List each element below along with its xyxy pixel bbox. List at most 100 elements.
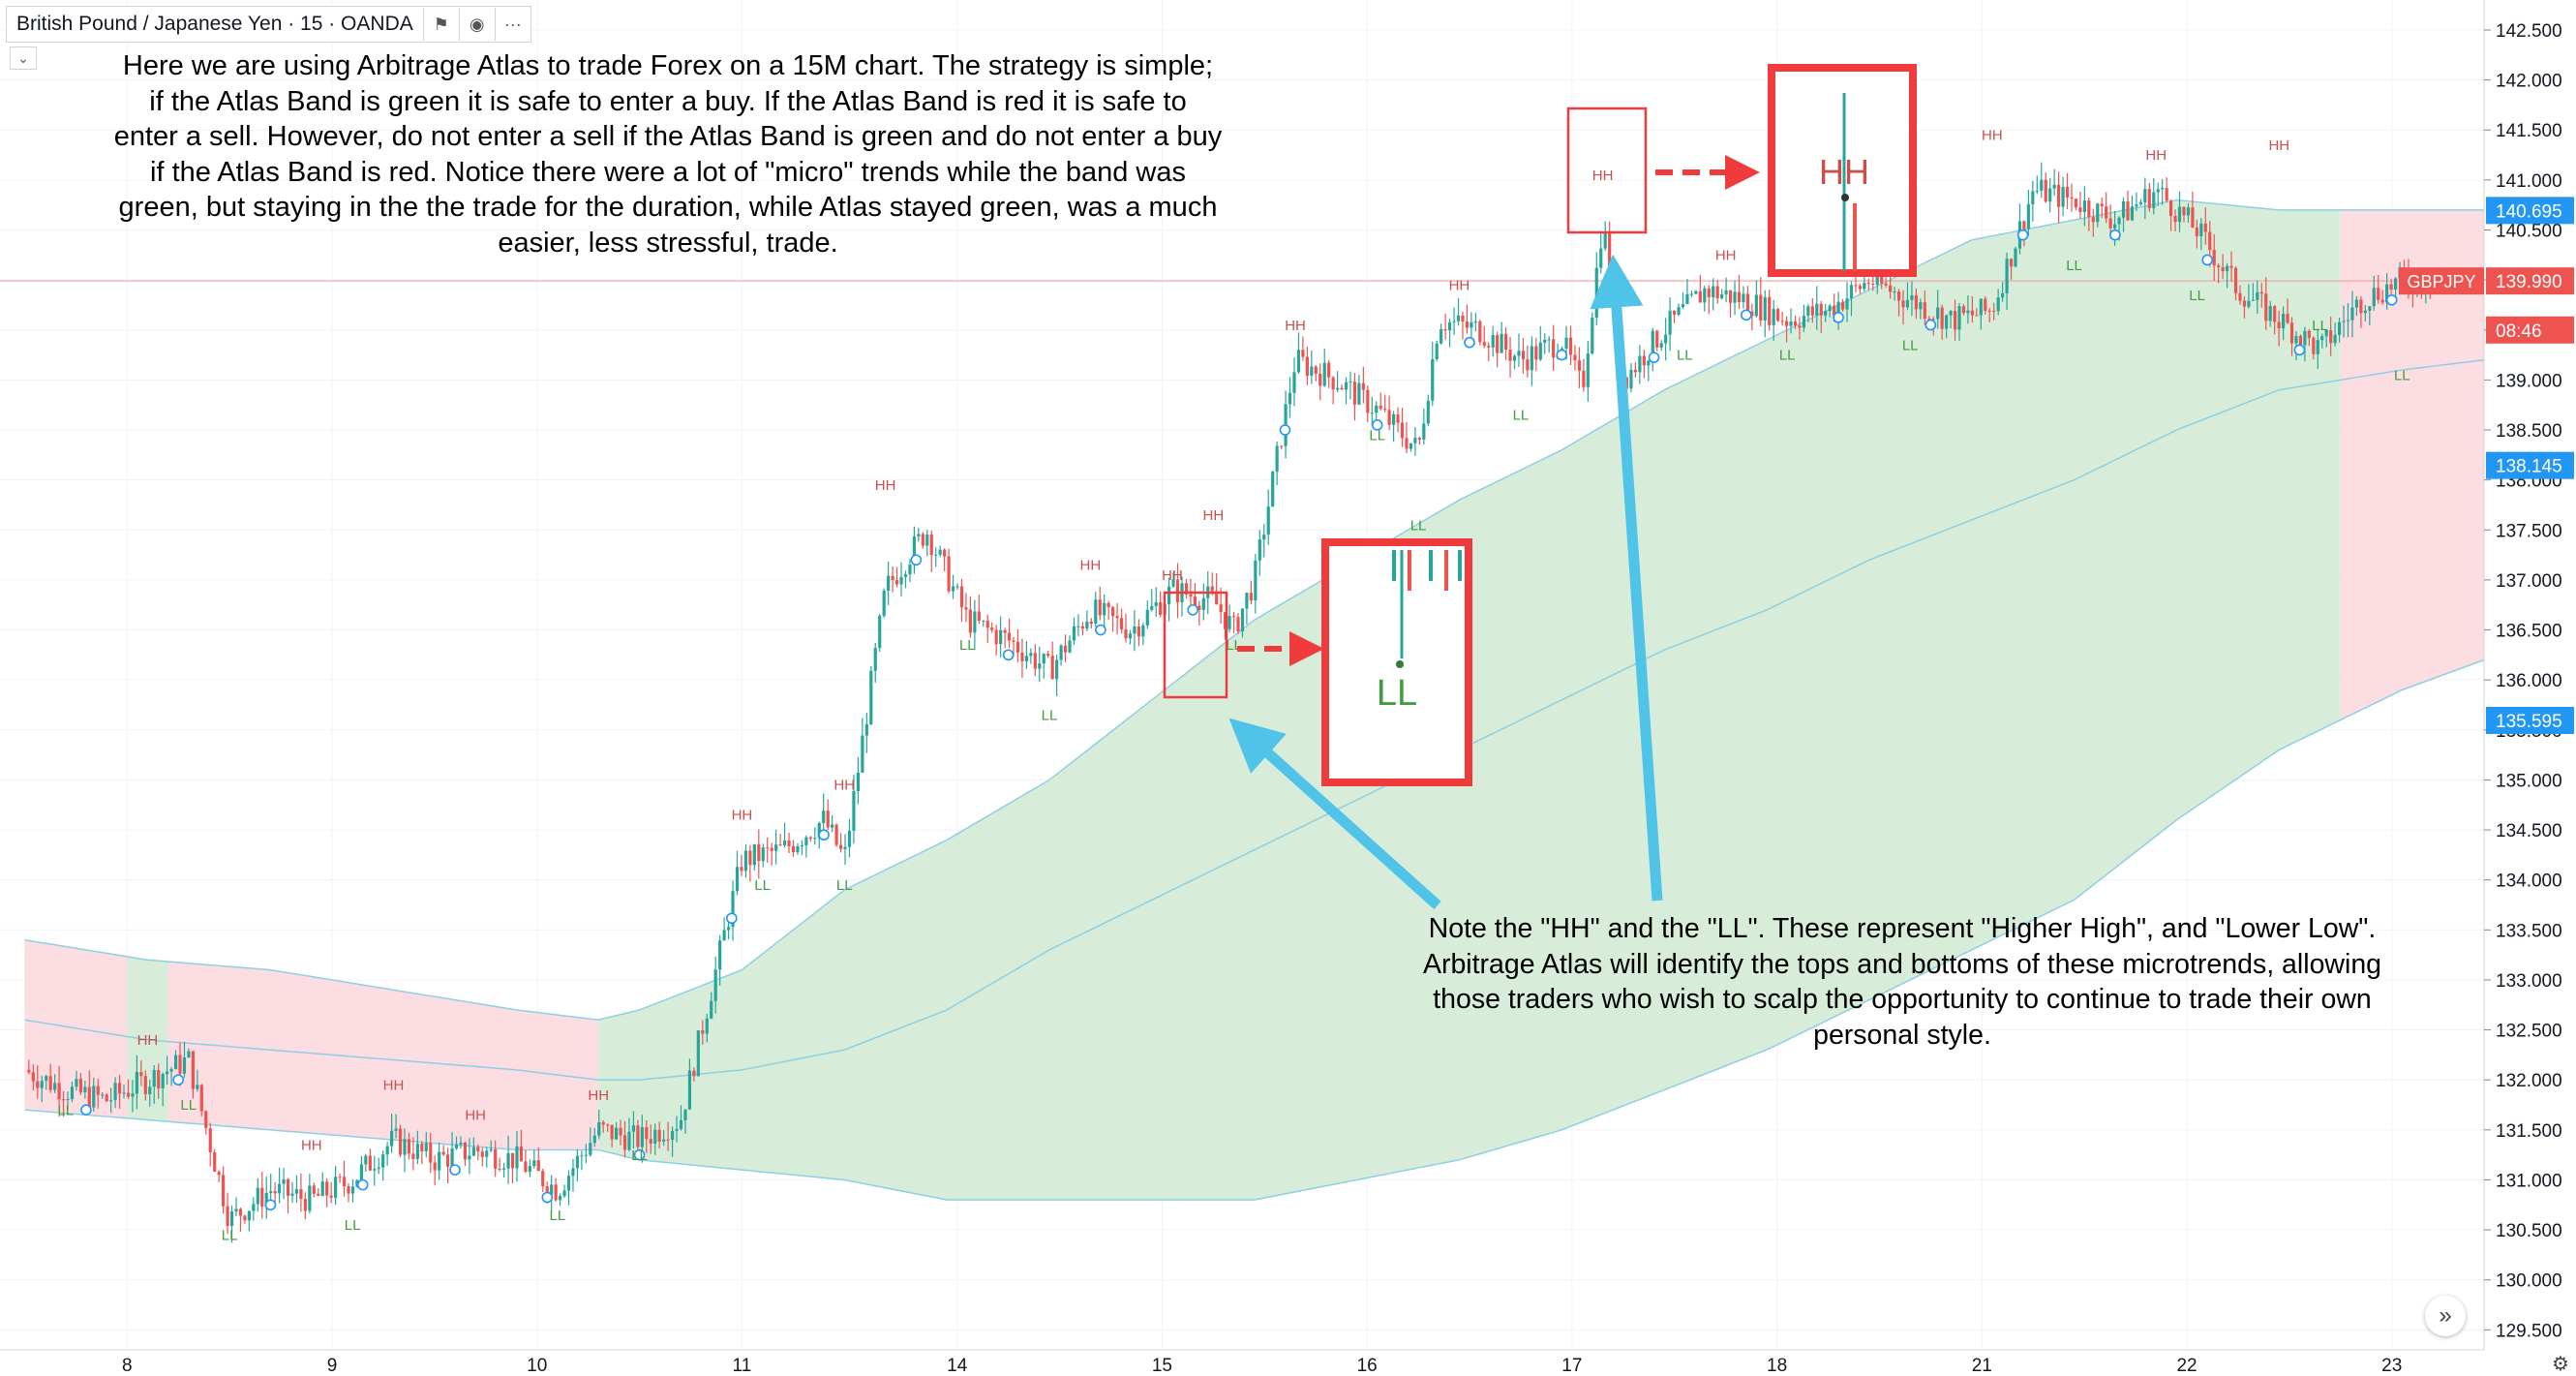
candle-body [804,837,808,845]
scroll-to-realtime-button[interactable]: » [2425,1296,2466,1336]
y-tick-label: 130.500 [2496,1221,2562,1241]
candle-body [1426,400,1430,424]
candle-body [2333,334,2337,344]
candle-body [1327,362,1331,378]
ll-marker: LL [754,877,771,894]
price-tag-label: 135.595 [2496,712,2562,732]
candle-body [852,791,856,831]
candle-body [843,846,847,849]
candle-body [636,1125,640,1147]
candle-body [882,591,886,616]
candle-body [1754,294,1758,317]
candle-body [1470,321,1473,328]
chevron-down-icon[interactable]: ⌄ [10,46,37,70]
candle-body [2320,336,2324,341]
candle-body [1184,583,1189,595]
candle-body [2242,300,2247,307]
flag-icon[interactable]: ⚑ [422,8,459,41]
candle-body [286,1178,290,1196]
candle-body [2251,299,2255,301]
candle-body [1080,626,1084,629]
candle-body [2044,179,2047,202]
candle-body [78,1079,83,1092]
candle-body [2281,314,2286,329]
ll-marker: LL [57,1102,74,1118]
candle-body [894,580,899,585]
candle-body [364,1155,368,1165]
candle-body [1840,301,1845,310]
candle-body [2177,206,2182,223]
candle-body [943,549,947,557]
zoom-dot [1841,194,1849,201]
candle-body [1996,297,2000,312]
candle-body [670,1130,675,1141]
candle-body [726,927,731,931]
candle-body [2138,202,2142,205]
candle-body [208,1128,212,1152]
candle-body [2312,337,2316,354]
candle-body [355,1179,359,1187]
hh-marker: HH [588,1087,609,1104]
pivot-circle [1279,424,1291,436]
candle-body [1443,328,1447,331]
candle-body [1896,291,1901,301]
pivot-circle [2109,229,2121,241]
candle-body [917,534,921,537]
candle-body [1668,310,1672,335]
candle-body [1957,306,1961,330]
candle-body [692,1070,696,1077]
candle-body [1910,294,1914,300]
candle-body [2303,330,2307,346]
candle-body [1824,311,1828,316]
hh-marker: HH [1982,128,2003,144]
candle-body [973,611,977,633]
candle-body [485,1150,489,1157]
candle-body [152,1070,156,1087]
ll-marker: LL [222,1227,238,1243]
symbol-title[interactable]: British Pound / Japanese Yen · 15 · OAND… [16,13,413,35]
gear-icon[interactable]: ⚙ [2552,1353,2569,1375]
candle-body [1249,593,1253,601]
candle-body [1858,286,1862,290]
candle-body [1301,350,1305,357]
candle-body [2096,203,2100,223]
candle-body [1357,382,1361,405]
arrow-cyan [1590,254,1663,902]
candle-body [1768,296,1772,325]
candle-body [260,1187,264,1208]
candle-body [2143,189,2147,203]
candle-body [921,534,924,546]
candle-body [575,1155,580,1169]
candle-body [550,1184,554,1195]
candle-body [1953,311,1957,330]
atlas-band-lower-line [24,658,2485,1201]
candle-body [1949,311,1953,316]
candle-body [1456,315,1461,321]
y-tick-label: 134.500 [2496,821,2562,841]
candle-body [1119,618,1124,629]
candle-body [2022,221,2026,229]
candle-body [1685,293,1689,305]
eye-icon[interactable]: ◉ [458,8,495,41]
candle-body [2186,207,2191,216]
candle-body [1072,626,1076,641]
candle-body [1059,645,1063,660]
candle-body [938,549,942,555]
y-tick-label: 132.500 [2496,1022,2562,1042]
candle-body [1845,298,1849,310]
candle-body [1210,586,1214,592]
candle-body [532,1160,536,1167]
candle-body [1586,353,1590,387]
candle-body [1085,622,1089,629]
candle-body [1828,305,1832,312]
candle-body [2286,314,2289,323]
candle-body [817,822,821,839]
candle-body [2009,259,2014,267]
ll-marker: LL [959,637,976,654]
more-icon[interactable]: ··· [494,8,530,41]
candle-body [256,1187,259,1205]
candle-body [722,930,726,941]
hh-zoom-label: HH [1819,152,1869,192]
candle-body [2298,336,2303,346]
pivot-circle [1187,604,1198,616]
